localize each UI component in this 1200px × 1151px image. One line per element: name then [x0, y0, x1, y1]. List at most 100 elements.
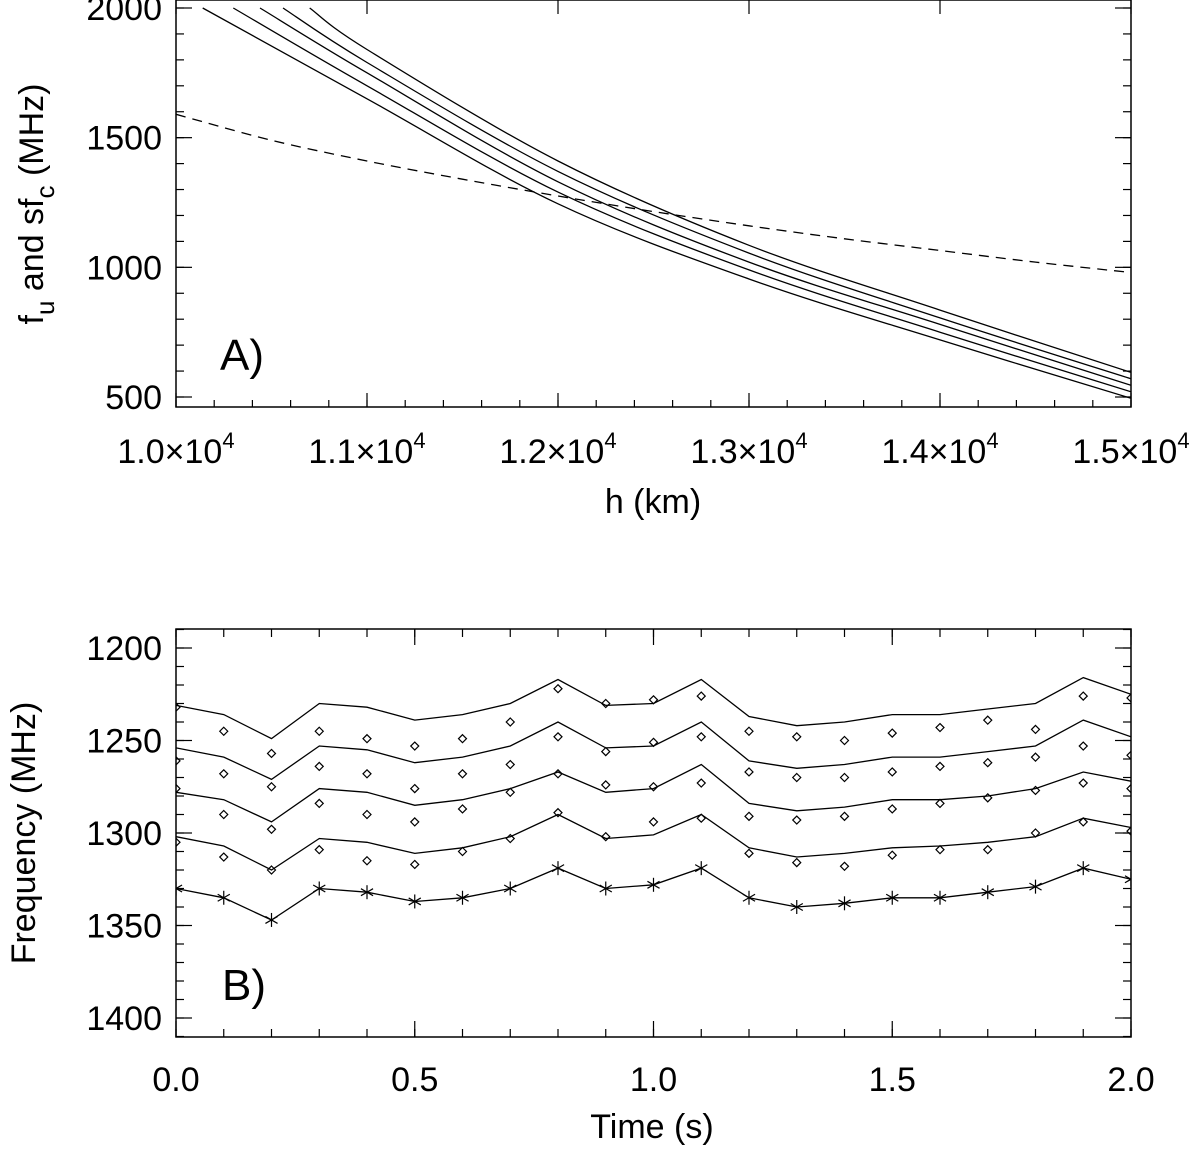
panel-b-y-tick-label: 1200 [86, 630, 162, 668]
panel-b-asterisk-point [551, 861, 565, 876]
asterisk-stroke [933, 893, 947, 902]
panel-b-asterisk-point [176, 881, 183, 896]
panel-a-x-tick-label: 1.4×104 [881, 428, 998, 471]
panel-b-diamond-point [1030, 752, 1041, 762]
panel-b-diamond-point [1126, 750, 1131, 761]
asterisk-stroke [599, 884, 613, 893]
asterisk-stroke [790, 902, 804, 912]
panel-a-curve-2 [232, 7, 1131, 393]
panel-b-diamond-point [935, 761, 945, 772]
panel-b-diamond-point [982, 844, 993, 855]
panel-b-diamond-point [409, 741, 420, 751]
asterisk-stroke [456, 893, 469, 902]
panel-b-diamond-point [935, 844, 945, 855]
panel-b-diamond-point [887, 804, 898, 814]
panel-b-diamond-point [505, 833, 516, 844]
panel-a-x-tick-mantissa: 1.3×10 [690, 433, 795, 471]
panel-b-diamond-point [218, 852, 229, 862]
panel-b-asterisk-point [503, 881, 517, 896]
panel-b-y-tick-label: 1250 [86, 723, 162, 761]
panel-b-asterisk-point [1124, 872, 1131, 887]
asterisk-stroke [981, 888, 995, 897]
panel-a-x-tick-exponent: 4 [604, 428, 616, 453]
panel-b-diamond-point [648, 817, 659, 827]
panel-b-diamond-point [744, 767, 754, 777]
panel-a-y-title-mid: and sf [13, 198, 51, 301]
panel-b-diamond-point [1030, 724, 1041, 735]
panel-b-asterisk-point [312, 881, 326, 896]
panel-b-diamond-point [887, 850, 898, 861]
panel-b-diamond-point [935, 722, 945, 733]
panel-a-x-tick-label: 1.3×104 [690, 428, 807, 471]
panel-a-curve-5 [309, 7, 1131, 374]
asterisk-stroke [551, 864, 565, 873]
panel-b-diamond-point [505, 787, 516, 798]
panel-b-diamond-point [505, 717, 516, 727]
panel-b-diamond-point [935, 798, 945, 809]
panel-b-diamond-point [839, 811, 850, 822]
panel-b-diamond-point [600, 831, 611, 842]
panel-b-diamond-point [362, 768, 372, 779]
panel-b-asterisk-point [217, 890, 231, 905]
panel-b-diamond-point [839, 772, 850, 783]
panel-b-diamond-point [1126, 693, 1131, 703]
panel-b-diamond-point [600, 746, 611, 757]
panel-a-x-tick-label: 1.1×104 [308, 428, 425, 471]
asterisk-stroke [885, 893, 899, 902]
panel-b-diamond-point [696, 813, 707, 824]
panel-b-diamond-point [744, 811, 754, 822]
panel-b-y-tick-label: 1400 [86, 1000, 162, 1038]
panel-b-model-line-3 [176, 763, 1131, 823]
panel-a-x-tick-exponent: 4 [795, 428, 807, 453]
panel-b-asterisk-point [790, 900, 804, 914]
panel-b-diamond-point [1078, 691, 1089, 701]
panel-b-x-ticks: 0.0 0.5 1.0 1.5 2.0 [152, 629, 1155, 1099]
panel-a-x-tick-exponent: 4 [986, 428, 998, 453]
panel-b-asterisk-point [408, 894, 422, 909]
panel-b-diamond-point [791, 815, 802, 825]
panel-b-diamond-point [600, 780, 611, 790]
panel-b-y-axis-title: Frequency (MHz) [5, 702, 43, 965]
panel-a: 1.0×104 1.1×104 1.2×104 1.3×104 1.4×104 1.5×1… [13, 0, 1190, 521]
panel-b-asterisk-point [456, 890, 469, 905]
panel-b-diamond-point [1030, 828, 1041, 838]
panel-b-diamond-point [362, 809, 372, 820]
panel-b-diamond-point [266, 865, 277, 875]
panel-a-series [176, 7, 1131, 399]
panel-b-series [176, 676, 1131, 927]
panel-b-x-tick-label: 0.0 [152, 1061, 199, 1099]
panel-b-diamond-point [839, 735, 850, 746]
panel-b-asterisk-point [647, 877, 660, 892]
panel-b-diamond-point [314, 844, 325, 855]
asterisk-stroke [1124, 875, 1131, 880]
asterisk-stroke [176, 887, 183, 893]
panel-a-x-tick-exponent: 4 [413, 428, 425, 453]
panel-b-diamond-point [457, 804, 468, 814]
asterisk-stroke [265, 915, 278, 924]
panel-a-y-axis-title: fu and sfc (MHz) [13, 84, 60, 325]
panel-b-x-tick-label: 2.0 [1107, 1061, 1154, 1099]
panel-a-x-tick-mantissa: 1.5×10 [1072, 433, 1177, 471]
panel-a-y-title-f: f [13, 314, 51, 324]
panel-b-asterisk-point [933, 890, 947, 905]
panel-a-y-tick-label: 1500 [86, 120, 162, 158]
panel-a-x-tick-label: 1.0×104 [117, 428, 234, 471]
panel-a-x-ticks: 1.0×104 1.1×104 1.2×104 1.3×104 1.4×104 1.5×1… [117, 0, 1190, 471]
panel-b-asterisk-point [838, 896, 851, 911]
panel-b-asterisk-point [1029, 879, 1042, 894]
panel-a-y-tick-label: 2000 [86, 0, 162, 28]
panel-b-diamond-point [1126, 826, 1131, 836]
panel-b-diamond-point [218, 809, 229, 820]
panel-a-y-tick-label: 1000 [86, 249, 162, 287]
panel-b-diamond-point [1078, 778, 1089, 788]
panel-b-y-tick-label: 1300 [86, 815, 162, 853]
panel-a-y-tick-label: 500 [105, 379, 162, 417]
panel-b-diamond-point [457, 733, 468, 744]
panel-b-diamond-point [266, 748, 277, 759]
panel-b-diamond-point [744, 726, 754, 737]
panel-b-diamond-point [648, 737, 659, 748]
asterisk-stroke [838, 899, 851, 908]
panel-b-y-tick-label: 1350 [86, 908, 162, 946]
panel-b-diamond-point [176, 783, 181, 794]
